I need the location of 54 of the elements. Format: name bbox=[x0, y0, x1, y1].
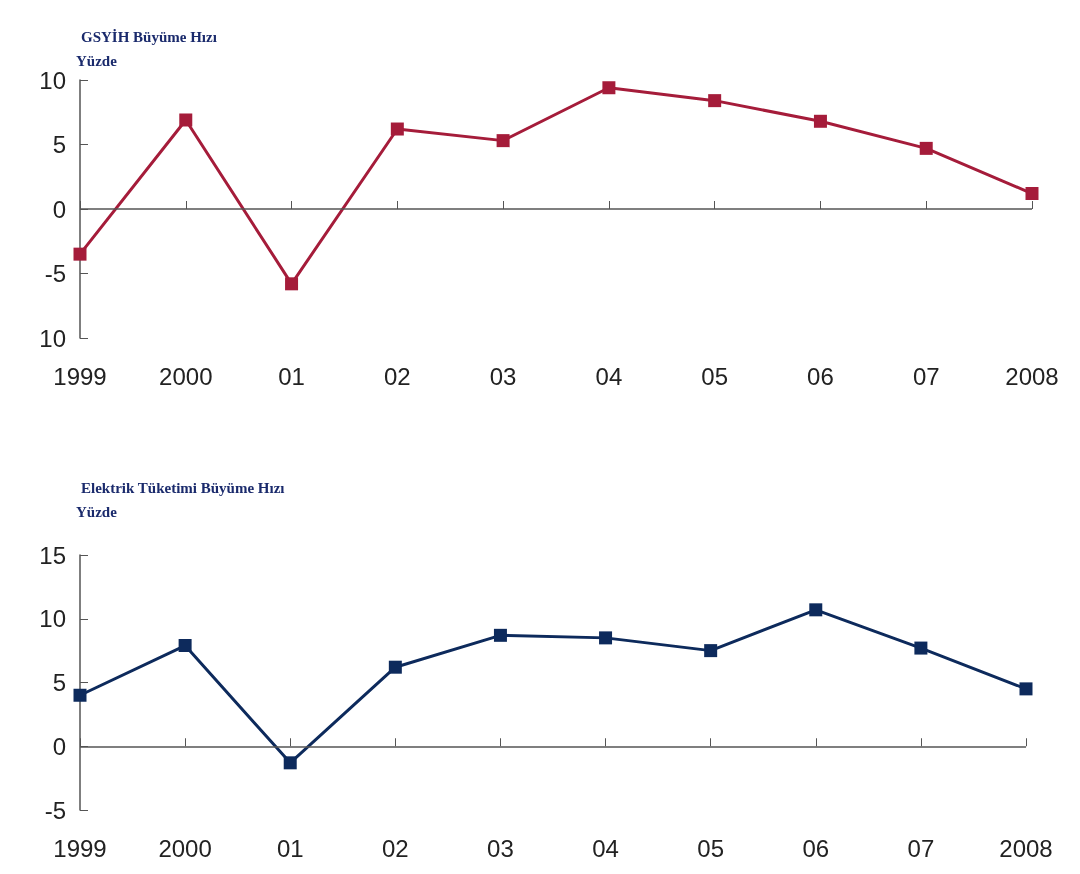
chart-title: Elektrik Tüketimi Büyüme Hızı bbox=[81, 479, 285, 496]
x-tick-label: 06 bbox=[807, 362, 834, 390]
x-tick-label: 01 bbox=[276, 834, 304, 862]
point bbox=[285, 277, 299, 291]
point bbox=[708, 94, 722, 108]
y-tick-label: 0 bbox=[52, 195, 66, 223]
point bbox=[914, 641, 928, 655]
point bbox=[283, 756, 297, 770]
x-tick-label: 05 bbox=[697, 834, 725, 862]
x-tick-label: 1999 bbox=[53, 362, 107, 390]
y-tick-label: -5 bbox=[44, 260, 66, 287]
point bbox=[1019, 682, 1033, 696]
y-tick-label: 0 bbox=[52, 732, 66, 760]
x-tick-label: 02 bbox=[381, 834, 409, 862]
x-tick-label: 2000 bbox=[158, 834, 212, 862]
chart-title: GSYİH Büyüme Hızı bbox=[81, 28, 217, 45]
point bbox=[390, 122, 404, 136]
x-tick-label: 03 bbox=[489, 362, 517, 390]
y-tick-label: 5 bbox=[52, 131, 66, 158]
x-tick-label: 2000 bbox=[159, 362, 213, 390]
point bbox=[178, 639, 192, 653]
y-tick-label: 10 bbox=[39, 324, 66, 352]
point bbox=[496, 134, 510, 148]
point bbox=[73, 247, 87, 261]
y-axis-title: Yüzde bbox=[76, 503, 118, 520]
y-tick-label: 10 bbox=[39, 66, 66, 94]
x-tick-label: 04 bbox=[592, 834, 619, 862]
y-axis-title: Yüzde bbox=[76, 52, 118, 69]
y-tick-label: 10 bbox=[39, 605, 66, 633]
point bbox=[599, 631, 613, 645]
point bbox=[493, 628, 507, 642]
point bbox=[919, 141, 933, 155]
point bbox=[602, 81, 616, 95]
x-tick-label: 2008 bbox=[1005, 362, 1059, 390]
x-tick-label: 05 bbox=[701, 362, 729, 390]
y-tick-label: -5 bbox=[44, 796, 66, 824]
x-tick-label: 04 bbox=[595, 362, 623, 390]
y-tick-label: 15 bbox=[39, 541, 66, 569]
point bbox=[73, 688, 87, 702]
point bbox=[813, 114, 827, 128]
x-tick-label: 03 bbox=[487, 834, 514, 862]
x-tick-label: 06 bbox=[802, 834, 830, 862]
x-tick-label: 01 bbox=[278, 362, 305, 390]
point bbox=[809, 603, 823, 617]
x-tick-label: 02 bbox=[383, 362, 411, 390]
x-tick-label: 07 bbox=[907, 834, 935, 862]
x-tick-label: 1999 bbox=[53, 834, 107, 862]
x-tick-label: 2008 bbox=[999, 834, 1053, 862]
point bbox=[179, 113, 193, 127]
point bbox=[704, 644, 718, 658]
y-tick-label: 5 bbox=[52, 669, 66, 696]
point bbox=[388, 660, 402, 674]
point bbox=[1025, 187, 1039, 201]
x-tick-label: 07 bbox=[912, 362, 940, 390]
